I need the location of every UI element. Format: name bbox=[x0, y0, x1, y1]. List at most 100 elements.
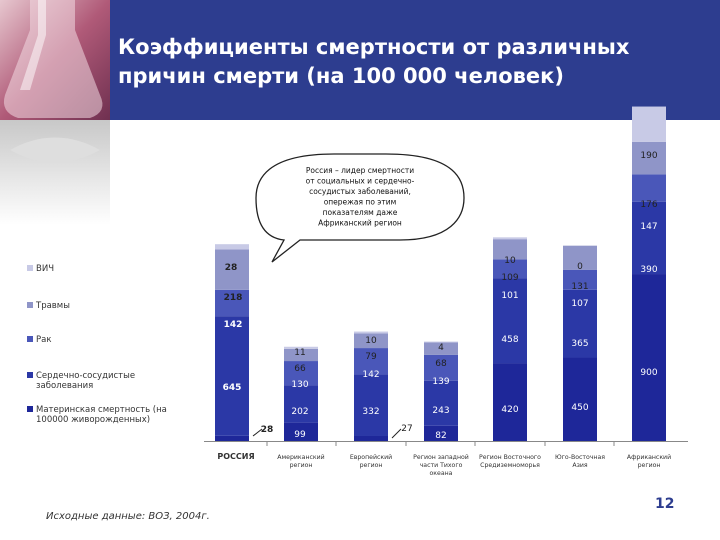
bar-segment-maternal bbox=[354, 435, 388, 441]
category-label: Регион Восточного bbox=[479, 454, 541, 461]
legend-swatch bbox=[27, 336, 33, 342]
legend-label: Травмы bbox=[35, 301, 70, 311]
bar-segment-cancer bbox=[215, 289, 249, 317]
value-label-maternal: 420 bbox=[501, 405, 518, 415]
bar-segment-hiv bbox=[354, 331, 388, 334]
bar-segment-maternal bbox=[632, 274, 666, 441]
category-label: части Тихого bbox=[420, 462, 463, 469]
legend-item-injuries: Травмы bbox=[27, 301, 70, 311]
value-label-hiv: 190 bbox=[640, 151, 657, 161]
slide-title: Коэффициенты смертности от различных при… bbox=[118, 35, 630, 88]
value-label-hiv: 0 bbox=[577, 262, 583, 272]
callout-shape bbox=[255, 153, 465, 263]
value-label-cancer: 142 bbox=[224, 320, 243, 330]
bar-segment-maternal bbox=[563, 357, 597, 441]
bar-segment-hiv bbox=[284, 346, 318, 349]
legend-swatch bbox=[27, 406, 33, 412]
value-label-maternal: 27 bbox=[401, 424, 412, 434]
bar-segment-cardio bbox=[493, 278, 527, 364]
bar-segment-cancer bbox=[354, 348, 388, 375]
value-label-injuries: 218 bbox=[224, 293, 243, 303]
category-label: океана bbox=[430, 470, 453, 477]
category-label: Африканский bbox=[627, 453, 671, 461]
value-label-cardio: 458 bbox=[501, 335, 518, 345]
value-label-cancer: 139 bbox=[432, 377, 449, 387]
legend-item-cancer: Рак bbox=[27, 335, 51, 345]
legend-item-hiv: ВИЧ bbox=[27, 264, 54, 274]
category-label: Средиземноморья bbox=[480, 462, 540, 469]
title-bar bbox=[0, 0, 720, 120]
legend-swatch bbox=[27, 372, 33, 378]
value-label-cancer: 107 bbox=[571, 299, 588, 309]
value-label-hiv: 11 bbox=[294, 348, 305, 358]
value-label-cardio: 365 bbox=[571, 339, 588, 349]
callout-text: Россия – лидер смертности от социальных и… bbox=[306, 166, 415, 228]
bar-segment-hiv bbox=[493, 237, 527, 240]
value-label-maternal: 450 bbox=[571, 403, 588, 413]
value-label-hiv: 10 bbox=[504, 256, 516, 266]
value-label-cardio: 332 bbox=[362, 407, 379, 417]
labels-layer: РОССИЯ АмериканскийрегионЕвропейскийрегио… bbox=[217, 151, 671, 477]
bar-segment-hiv bbox=[424, 341, 458, 343]
bar-segment-cancer bbox=[493, 259, 527, 279]
value-label-injuries: 131 bbox=[571, 282, 588, 292]
bar-segment-injuries bbox=[354, 333, 388, 349]
category-label: Регион западной bbox=[413, 453, 469, 461]
bars-layer bbox=[204, 106, 688, 446]
page-number: 12 bbox=[655, 496, 675, 512]
value-label-hiv: 28 bbox=[225, 263, 238, 273]
legend-label: 100000 живорожденных) bbox=[36, 415, 150, 425]
legend-label: Материнская смертность (на bbox=[36, 405, 167, 415]
bar-segment-injuries bbox=[284, 348, 318, 362]
value-label-cardio: 243 bbox=[432, 406, 449, 416]
legend-label: Рак bbox=[36, 335, 51, 345]
value-label-maternal: 900 bbox=[640, 368, 657, 378]
legend-label: Сердечно-сосудистые bbox=[36, 371, 135, 381]
bar-segment-cancer bbox=[632, 174, 666, 202]
leader-line bbox=[252, 428, 263, 437]
legend-label: заболевания bbox=[36, 381, 93, 391]
callout-bubble: Россия – лидер смертности от социальных и… bbox=[255, 153, 465, 263]
leader-line bbox=[391, 428, 402, 439]
bar-segment-cardio bbox=[215, 316, 249, 436]
bar-segment-injuries bbox=[424, 342, 458, 355]
value-label-hiv: 10 bbox=[365, 336, 377, 346]
category-label: РОССИЯ bbox=[217, 452, 254, 461]
value-label-hiv: 4 bbox=[438, 343, 444, 353]
bar-segment-cardio bbox=[424, 380, 458, 426]
bar-segment-maternal bbox=[424, 425, 458, 441]
value-label-injuries: 109 bbox=[501, 273, 518, 283]
bar-segment-cancer bbox=[424, 354, 458, 381]
bar-segment-injuries bbox=[632, 141, 666, 175]
legend: ВИЧ Травмы Рак Сердечно-сосудистыезаболеван… bbox=[27, 264, 167, 425]
bar-segment-cancer bbox=[563, 269, 597, 290]
value-label-cardio: 645 bbox=[223, 383, 242, 393]
bar-segment-maternal bbox=[215, 435, 249, 441]
bar-segment-cardio bbox=[354, 374, 388, 436]
bar-segment-maternal bbox=[493, 363, 527, 441]
value-label-maternal: 82 bbox=[435, 431, 446, 441]
bar-segment-cardio bbox=[284, 385, 318, 423]
legend-swatch bbox=[27, 265, 33, 271]
bar-segment-hiv bbox=[215, 244, 249, 250]
bar-segment-injuries bbox=[493, 239, 527, 260]
legend-label: ВИЧ bbox=[36, 264, 54, 274]
value-label-injuries: 176 bbox=[640, 200, 657, 210]
bar-segment-cardio bbox=[632, 201, 666, 275]
value-label-cardio: 202 bbox=[291, 407, 308, 417]
category-label: регион bbox=[638, 462, 661, 469]
bar-segment-hiv bbox=[632, 106, 666, 142]
value-label-injuries: 66 bbox=[294, 364, 306, 374]
value-label-cancer: 147 bbox=[640, 222, 657, 232]
category-label: Американский bbox=[277, 453, 324, 461]
value-label-maternal: 28 bbox=[261, 425, 274, 435]
bar-segment-maternal bbox=[284, 422, 318, 441]
value-label-cardio: 390 bbox=[640, 265, 657, 275]
value-label-injuries: 68 bbox=[435, 359, 447, 369]
bar-segment-injuries bbox=[215, 249, 249, 290]
flask-illustration bbox=[0, 0, 110, 225]
source-note: Исходные данные: ВОЗ, 2004г. bbox=[46, 511, 210, 522]
